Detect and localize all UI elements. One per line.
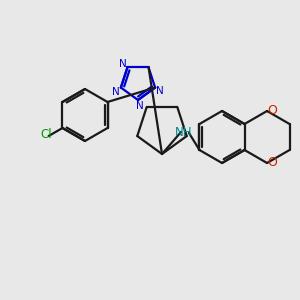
Text: O: O	[267, 104, 277, 118]
Text: Cl: Cl	[40, 128, 52, 142]
Text: N: N	[112, 87, 120, 97]
Text: N: N	[136, 101, 144, 111]
Text: O: O	[267, 157, 277, 169]
Text: NH: NH	[175, 127, 193, 140]
Text: N: N	[156, 85, 164, 96]
Text: N: N	[118, 59, 126, 69]
